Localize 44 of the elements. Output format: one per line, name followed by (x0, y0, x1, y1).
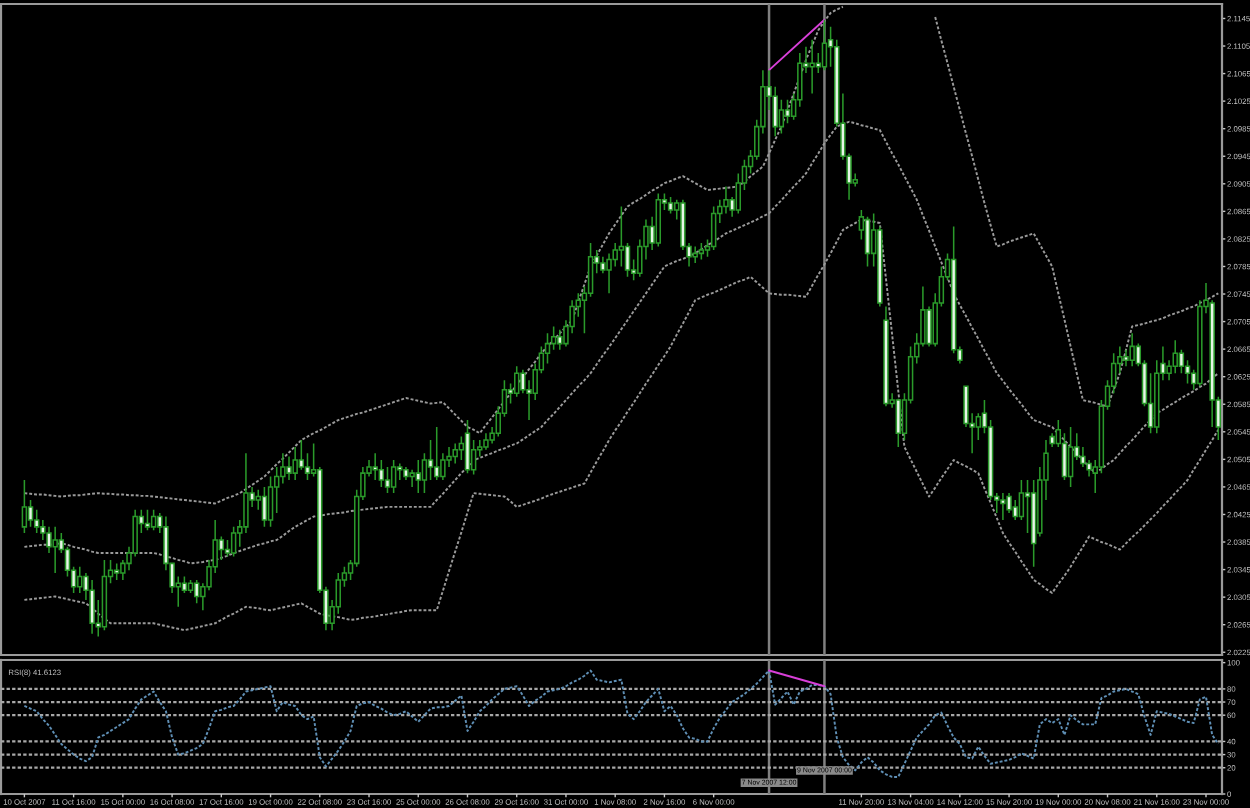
candlestick (101, 559, 108, 631)
candlestick (415, 459, 421, 494)
candlestick (1172, 339, 1178, 375)
candlestick (403, 466, 409, 481)
candlestick (292, 446, 298, 481)
candlestick (144, 508, 151, 532)
candlestick (409, 468, 415, 488)
candlestick (384, 466, 391, 494)
candlestick (286, 455, 292, 481)
line-series (23, 120, 1220, 565)
candlestick (77, 566, 83, 594)
candlestick (544, 332, 551, 365)
candlestick (390, 459, 397, 494)
candlestick (113, 562, 120, 581)
candlestick (33, 508, 40, 534)
candlestick (883, 305, 889, 408)
candlestick (821, 19, 828, 71)
candlestick (1067, 426, 1074, 488)
candlestick (433, 426, 440, 481)
candlestick (895, 397, 902, 448)
candlestick (452, 442, 458, 465)
candlestick (692, 245, 698, 264)
candlestick (667, 196, 674, 215)
candlestick (723, 185, 729, 215)
candlestick (710, 205, 717, 251)
candlestick (267, 475, 274, 528)
candlestick (1129, 332, 1135, 368)
candlestick (513, 365, 520, 398)
candlestick (483, 432, 489, 451)
candlestick (150, 508, 157, 532)
candlestick (21, 479, 28, 534)
candlestick (378, 459, 385, 488)
candlestick (52, 526, 58, 574)
candlestick (372, 452, 378, 481)
candlestick (193, 579, 200, 605)
candlestick (89, 579, 95, 635)
candlestick (655, 192, 662, 248)
candlestick (809, 39, 815, 95)
candlestick (1006, 492, 1012, 514)
candlestick (230, 526, 237, 558)
candlestick (864, 216, 871, 268)
candlestick (1000, 492, 1006, 521)
candlestick (698, 242, 705, 261)
candlestick (464, 419, 471, 474)
